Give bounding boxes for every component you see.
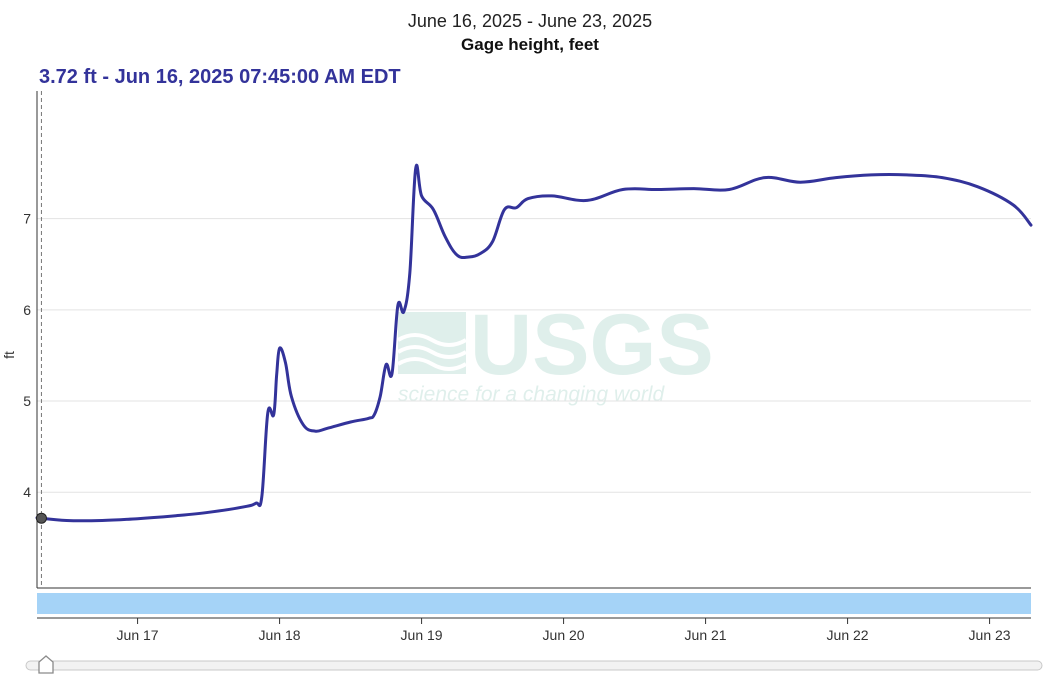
slider-handle[interactable] bbox=[38, 655, 54, 674]
slider-track[interactable] bbox=[25, 660, 1043, 671]
x-tick-label-0: Jun 17 bbox=[117, 627, 159, 643]
x-tick-label-3: Jun 20 bbox=[543, 627, 585, 643]
y-tick-label-7: 7 bbox=[23, 211, 31, 227]
x-tick-label-2: Jun 19 bbox=[401, 627, 443, 643]
data-status-band bbox=[37, 593, 1031, 614]
value-readout: 3.72 ft - Jun 16, 2025 07:45:00 AM EDT bbox=[39, 66, 401, 88]
x-tick-label-6: Jun 23 bbox=[969, 627, 1011, 643]
chart-title: Gage height, feet bbox=[461, 35, 599, 54]
chart-subtitle: June 16, 2025 - June 23, 2025 bbox=[408, 11, 652, 31]
time-range-slider[interactable] bbox=[25, 655, 1043, 674]
x-tick-label-5: Jun 22 bbox=[827, 627, 869, 643]
hover-point bbox=[35, 512, 47, 524]
watermark-usgs-text: USGS bbox=[470, 297, 714, 393]
usgs-watermark: USGS science for a changing world bbox=[396, 297, 714, 406]
y-tick-label-6: 6 bbox=[23, 302, 31, 318]
hover-point-group bbox=[35, 512, 47, 524]
x-tick-labels: Jun 17 Jun 18 Jun 19 Jun 20 Jun 21 Jun 22 Jun … bbox=[117, 618, 1011, 643]
watermark-tagline: science for a changing world bbox=[398, 383, 665, 406]
x-tick-label-1: Jun 18 bbox=[259, 627, 301, 643]
x-tick-label-4: Jun 21 bbox=[685, 627, 727, 643]
series-line-0 bbox=[35, 163, 1033, 523]
series-group bbox=[35, 163, 1033, 523]
gridlines bbox=[37, 218, 1031, 493]
y-tick-label-5: 5 bbox=[23, 393, 31, 409]
y-axis-label: ft bbox=[1, 351, 17, 359]
y-tick-labels: 4 5 6 7 bbox=[23, 211, 31, 501]
usgs-logo-waves-icon bbox=[396, 312, 468, 374]
y-tick-label-4: 4 bbox=[23, 484, 31, 500]
